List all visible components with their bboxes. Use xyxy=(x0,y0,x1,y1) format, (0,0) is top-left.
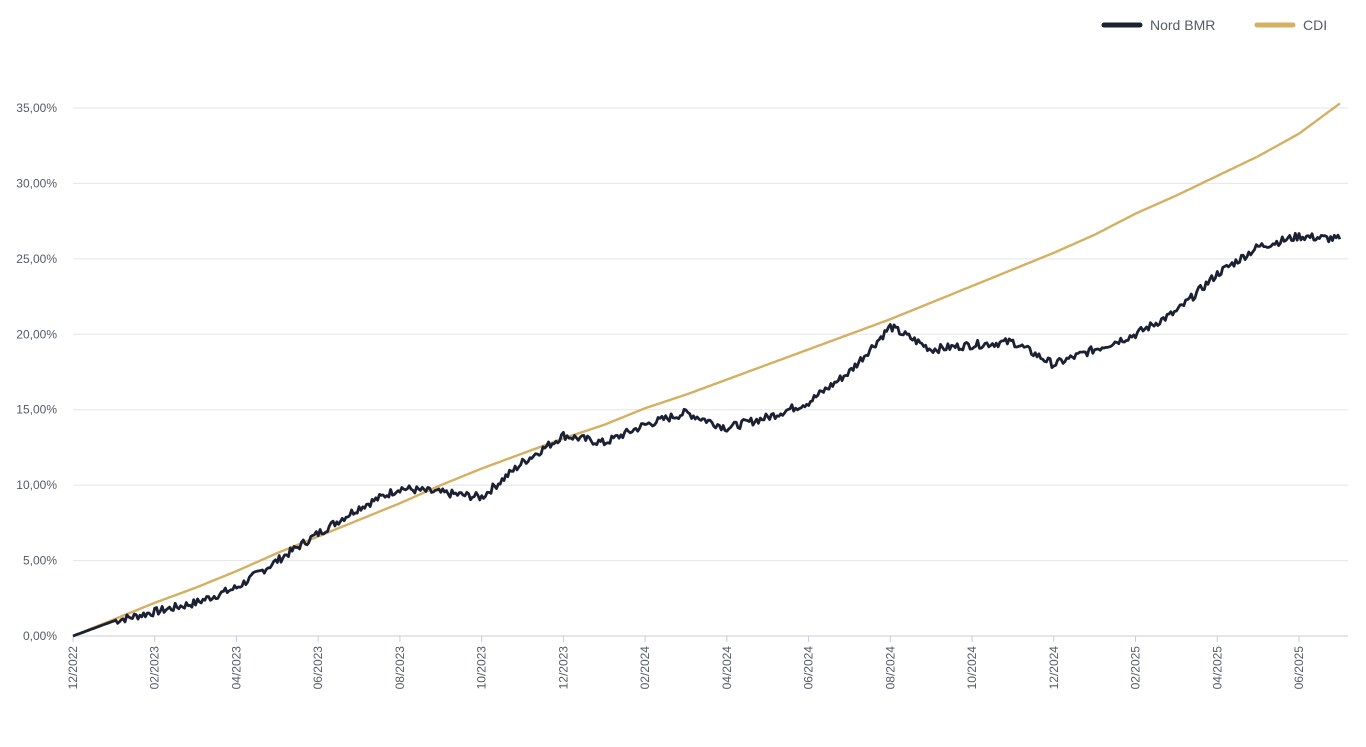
x-tick-label: 12/2022 xyxy=(66,646,80,690)
x-tick-label: 04/2023 xyxy=(229,646,243,690)
series-line-nord-bmr xyxy=(72,231,1342,638)
x-tick-label: 10/2024 xyxy=(965,646,979,690)
x-tick-label: 06/2024 xyxy=(802,646,816,690)
grid-lines xyxy=(73,107,1348,637)
x-tick-label: 08/2024 xyxy=(883,646,897,690)
x-tick-label: 12/2024 xyxy=(1047,646,1061,690)
legend: Nord BMR CDI xyxy=(1101,17,1327,33)
legend-label: Nord BMR xyxy=(1150,17,1215,33)
series-lines xyxy=(72,102,1342,638)
x-tick-label: 04/2024 xyxy=(720,646,734,690)
y-tick-label: 25,00% xyxy=(16,252,57,266)
y-tick-label: 35,00% xyxy=(16,101,57,115)
y-axis: 0,00% 5,00% 10,00% 15,00% 20,00% 25,00% 30,00%… xyxy=(16,101,57,643)
x-tick-label: 04/2025 xyxy=(1210,646,1224,690)
x-tick-label: 12/2023 xyxy=(556,646,570,690)
x-tick-label: 06/2023 xyxy=(311,646,325,690)
x-tick-label: 02/2024 xyxy=(638,646,652,690)
y-tick-label: 10,00% xyxy=(16,478,57,492)
series-line-cdi xyxy=(72,102,1341,638)
y-tick-label: 5,00% xyxy=(23,554,57,568)
legend-label: CDI xyxy=(1303,17,1327,33)
x-tick-label: 02/2025 xyxy=(1129,646,1143,690)
y-tick-label: 30,00% xyxy=(16,176,57,190)
x-tick-label: 06/2025 xyxy=(1292,646,1306,690)
y-tick-label: 15,00% xyxy=(16,403,57,417)
x-tick-label: 10/2023 xyxy=(475,646,489,690)
x-tick-label: 08/2023 xyxy=(393,646,407,690)
x-axis: 12/2022 02/2023 04/2023 06/2023 08/2023 10/20… xyxy=(66,636,1306,689)
x-tick-label: 02/2023 xyxy=(148,646,162,690)
y-tick-label: 0,00% xyxy=(23,629,57,643)
y-tick-label: 20,00% xyxy=(16,327,57,341)
